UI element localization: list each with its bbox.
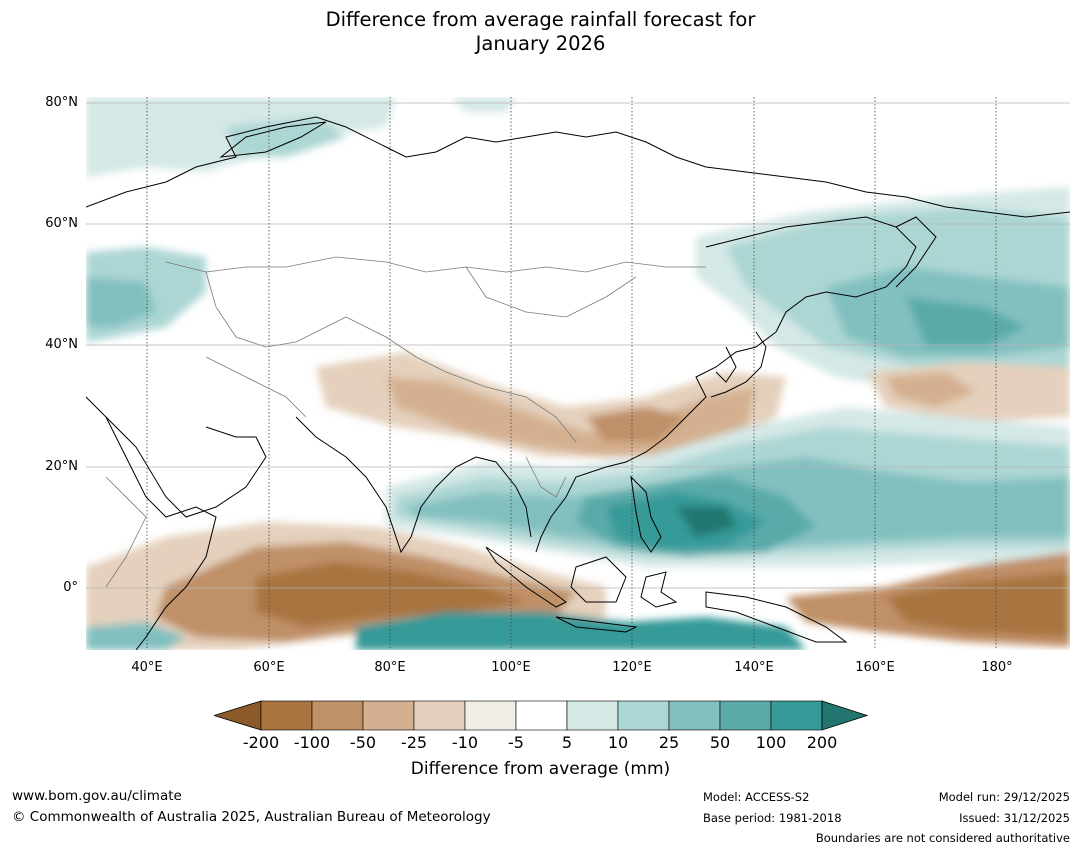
wet-arctic-inner — [226, 117, 346, 157]
lat-label-40n: 40°N — [45, 337, 78, 352]
colorbar-tick-m50: -50 — [349, 733, 377, 752]
border-central-asia — [205, 271, 347, 348]
copyright-notice: © Commonwealth of Australia 2025, Austra… — [12, 809, 491, 825]
coast-africa — [86, 396, 217, 650]
coastlines — [86, 116, 1070, 650]
border-indochina — [525, 456, 567, 498]
lon-label-160e: 160°E — [855, 660, 895, 675]
title-line-2: January 2026 — [475, 32, 606, 55]
wet-philippines-max — [676, 507, 736, 537]
colorbar-swatch-p50 — [719, 700, 772, 731]
dry-indian-core — [256, 562, 526, 627]
dry-pacific-north-core — [886, 372, 976, 407]
anomaly-fields — [86, 97, 1070, 650]
coast-novaya-zemlya — [219, 121, 327, 158]
wet-south-maritime — [356, 612, 806, 650]
coast-kamchatka — [895, 216, 937, 288]
coast-arabia — [105, 416, 267, 518]
meridians — [146, 97, 997, 650]
coast-okhotsk — [705, 216, 917, 333]
rainfall-anomaly-map — [86, 97, 1070, 650]
coast-sulawesi — [640, 571, 678, 608]
base-period: Base period: 1981-2018 — [703, 811, 842, 825]
wet-arctic-east — [451, 97, 516, 112]
lat-label-60n: 60°N — [45, 216, 78, 231]
lon-label-140e: 140°E — [734, 660, 774, 675]
colorbar — [214, 700, 868, 731]
colorbar-tick-p10: 10 — [607, 733, 629, 752]
colorbar-swatch-p10 — [617, 700, 670, 731]
colorbar-swatch-p5 — [566, 700, 619, 731]
colorbar-swatch-m5 — [515, 700, 568, 731]
border-mongolia — [465, 266, 637, 318]
colorbar-tick-p25: 25 — [658, 733, 680, 752]
colorbar-title: Difference from average (mm) — [410, 759, 671, 779]
dry-china-core — [386, 377, 756, 457]
boundaries-disclaimer: Boundaries are not considered authoritat… — [815, 831, 1070, 845]
coast-philippines — [630, 475, 662, 553]
colorbar-swatch-m50 — [362, 700, 415, 731]
colorbar-swatch-m25 — [413, 700, 466, 731]
graticule — [86, 102, 1070, 589]
border-iran — [205, 356, 307, 418]
colorbar-extend-low — [214, 700, 262, 731]
colorbar-tick-p50: 50 — [709, 733, 731, 752]
model-run-date: Model run: 29/12/2025 — [938, 790, 1070, 804]
lat-label-20n: 20°N — [45, 459, 78, 474]
coast-japan — [710, 331, 767, 398]
colorbar-swatch-m10 — [464, 700, 517, 731]
colorbar-tick-m10: -10 — [451, 733, 479, 752]
coast-borneo — [570, 556, 627, 603]
lon-label-180: 180° — [981, 660, 1013, 675]
lon-label-60e: 60°E — [253, 660, 285, 675]
map-canvas — [86, 97, 1070, 650]
border-africa-east — [105, 476, 147, 588]
lon-label-80e: 80°E — [374, 660, 406, 675]
coast-korea — [715, 346, 737, 383]
colorbar-tick-m200: -200 — [242, 733, 280, 752]
wet-europe-inner — [86, 277, 156, 327]
wet-ne-pacific-deep — [906, 297, 1026, 347]
lon-label-40e: 40°E — [131, 660, 163, 675]
coast-east-asia — [535, 331, 777, 553]
colorbar-tick-m100: -100 — [293, 733, 331, 752]
colorbar-tick-m25: -25 — [400, 733, 428, 752]
dry-china-deep — [586, 407, 686, 442]
lon-label-100e: 100°E — [491, 660, 531, 675]
issued-date: Issued: 31/12/2025 — [959, 811, 1070, 825]
colorbar-extend-high — [821, 700, 868, 731]
coast-north-eurasia — [86, 116, 1070, 218]
border-russia-south — [165, 256, 706, 273]
country-borders — [105, 256, 706, 588]
colorbar-tick-p5: 5 — [561, 733, 573, 752]
colorbar-tick-p200: 200 — [806, 733, 838, 752]
border-china-west — [345, 316, 577, 443]
colorbar-swatch-p25 — [668, 700, 721, 731]
coast-sumatra — [485, 546, 567, 608]
wet-south-west — [86, 622, 186, 650]
coast-java — [555, 616, 638, 633]
title-line-1: Difference from average rainfall forecas… — [325, 8, 756, 31]
coast-new-guinea — [705, 591, 848, 643]
colorbar-swatch-m100 — [311, 700, 364, 731]
colorbar-swatch-p100 — [770, 700, 823, 731]
colorbar-swatch-m200 — [260, 700, 313, 731]
colorbar-tick-p100: 100 — [755, 733, 787, 752]
colorbar-tick-m5: -5 — [508, 733, 524, 752]
coast-south-asia — [295, 416, 532, 554]
lon-label-120e: 120°E — [612, 660, 652, 675]
bom-climate-link[interactable]: www.bom.gov.au/climate — [12, 788, 182, 804]
chart-title: Difference from average rainfall forecas… — [0, 8, 1081, 56]
lat-label-0: 0° — [63, 580, 78, 595]
lat-label-80n: 80°N — [45, 95, 78, 110]
model-name: Model: ACCESS-S2 — [703, 790, 810, 804]
